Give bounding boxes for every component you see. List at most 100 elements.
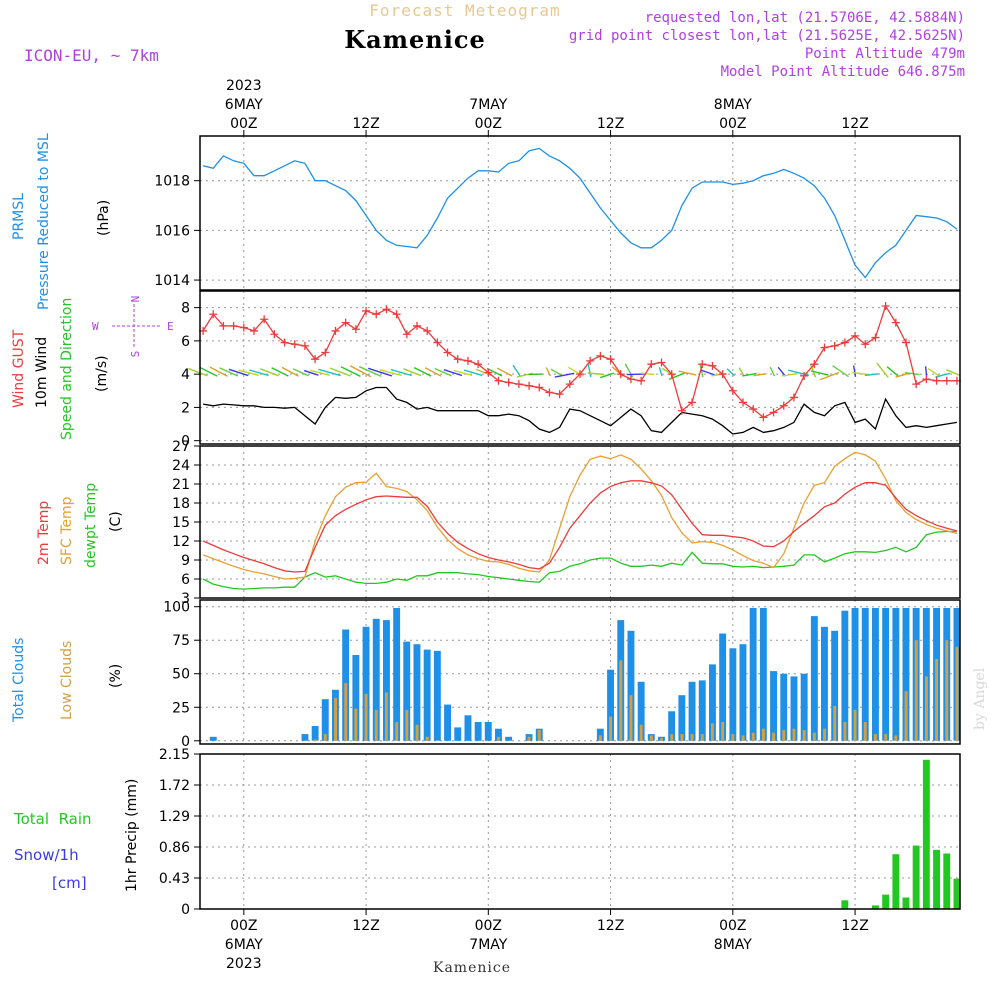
- clouds-ytick-label: 25: [172, 700, 190, 716]
- temperature-panel: 3 6 9 12 15 18 21 24 27: [172, 439, 961, 607]
- total-cloud-bar: [444, 704, 451, 741]
- wind-gust-marker: [311, 355, 320, 364]
- wind-arrow: [668, 371, 686, 381]
- wind-gust-marker: [229, 321, 238, 330]
- wind-arrow: [742, 372, 757, 377]
- total-cloud-bar: [637, 681, 645, 741]
- total-cloud-bar: [607, 669, 614, 741]
- cloud-label-1: Total Clouds: [11, 638, 27, 723]
- temp-2m-line: [202, 480, 958, 573]
- wind-gust-marker: [586, 356, 595, 365]
- rain-bar: [882, 894, 890, 909]
- wind-background: [200, 291, 960, 444]
- wind-gust-marker: [433, 338, 442, 347]
- wind-arrows: [188, 362, 961, 381]
- clouds-panel: 0 25 50 75 100: [163, 599, 961, 750]
- pressure-ytick-label: 1014: [154, 273, 190, 289]
- wind-gust-marker: [484, 368, 493, 377]
- wind-gust-marker: [412, 321, 421, 330]
- wind-gust-marker: [555, 390, 564, 399]
- total-cloud-bar: [688, 681, 696, 741]
- compass-east: E: [167, 320, 174, 333]
- compass-west: W: [92, 320, 99, 333]
- rain-label: Total Rain: [13, 810, 92, 828]
- total-cloud-bar: [841, 610, 849, 741]
- wind-ytick-label: 4: [181, 367, 190, 383]
- low-cloud-bar: [670, 734, 674, 741]
- wind-arrow: [678, 370, 697, 376]
- temp-label-3: dewpt Temp: [83, 483, 99, 568]
- wind-arrow: [249, 369, 269, 377]
- low-cloud-bar: [425, 736, 429, 741]
- precip-ytick-label: 1.72: [159, 778, 190, 794]
- compass-icon: W E N S: [92, 296, 174, 358]
- total-cloud-bar: [433, 650, 441, 741]
- rain-bar: [912, 845, 920, 909]
- wind-gust-marker: [321, 348, 330, 357]
- footer-location: Kamenice: [433, 960, 511, 976]
- total-cloud-bar: [668, 711, 676, 741]
- temp-ytick-label: 9: [181, 553, 190, 569]
- wind-arrow: [864, 373, 879, 377]
- total-cloud-bar: [474, 722, 482, 741]
- wind-ytick-label: 6: [181, 334, 190, 350]
- total-cloud-bar: [831, 630, 839, 741]
- wind-arrow: [453, 369, 473, 376]
- wind-gust-marker: [718, 370, 727, 379]
- wind-arrow: [424, 367, 442, 377]
- wind-arrow: [852, 371, 870, 376]
- total-cloud-bar: [403, 641, 411, 741]
- model-label: ICON-EU, ~ 7km: [24, 46, 159, 65]
- pressure-label-2: Pressure Reduced to MSL: [36, 133, 52, 310]
- low-cloud-bar: [313, 739, 317, 741]
- low-cloud-bar: [751, 732, 755, 741]
- low-cloud-bar: [792, 728, 796, 741]
- total-cloud-bar: [372, 618, 380, 741]
- total-cloud-bar: [922, 608, 930, 741]
- wind-gust-marker: [402, 330, 411, 339]
- wind-arrow: [819, 371, 840, 381]
- wind-arrow: [658, 367, 663, 377]
- wind-arrow: [895, 372, 910, 378]
- low-cloud-bar: [935, 659, 938, 741]
- wind-arrow: [886, 366, 899, 377]
- low-cloud-bar: [802, 730, 806, 741]
- wind-gust-marker: [698, 360, 707, 369]
- wind-gust-marker: [525, 381, 534, 390]
- wind-gust-marker: [861, 340, 870, 349]
- wind-arrow: [292, 368, 309, 377]
- low-cloud-bar: [323, 734, 327, 741]
- wind-label-3: Speed and Direction: [59, 298, 75, 440]
- bottom-time-label: 12Z: [597, 918, 624, 934]
- wind-gust-marker: [514, 380, 523, 389]
- wind-arrow: [329, 367, 351, 377]
- low-cloud-bar: [894, 735, 898, 741]
- low-cloud-bar: [833, 705, 837, 741]
- clouds-ytick-label: 0: [181, 734, 190, 750]
- wind-arrow: [738, 367, 745, 377]
- bottom-time-label: 12Z: [352, 918, 379, 934]
- temp-ytick-label: 3: [181, 591, 190, 607]
- pressure-unit: (hPa): [96, 200, 112, 236]
- pressure-line: [202, 147, 958, 279]
- wind-arrow: [904, 371, 920, 376]
- wind-arrow: [811, 370, 829, 376]
- temp-border: [199, 445, 961, 599]
- low-cloud-bar: [812, 732, 816, 741]
- wind-gust-marker: [851, 331, 860, 340]
- wind-arrow: [359, 366, 382, 378]
- top-time-label: 00Z: [719, 116, 746, 132]
- low-cloud-bar: [690, 734, 694, 741]
- wind-arrow: [403, 368, 422, 377]
- wind-gust-marker: [739, 398, 748, 407]
- wind-label-1: Wind GUST: [11, 329, 27, 408]
- wind-gust-marker: [789, 393, 798, 402]
- cloud-label-2: Low Clouds: [59, 641, 75, 720]
- wind-arrow: [367, 367, 393, 377]
- low-cloud-bar: [782, 730, 786, 741]
- wind-arrow: [219, 367, 239, 377]
- wind-arrow: [777, 366, 786, 377]
- total-cloud-bar: [800, 673, 808, 741]
- wind-gust-marker: [423, 326, 432, 335]
